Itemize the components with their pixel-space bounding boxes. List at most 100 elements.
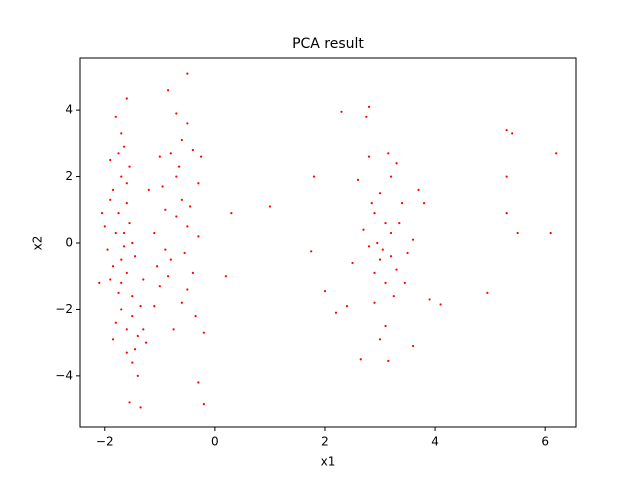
scatter-point [389,231,393,235]
scatter-point [164,208,167,211]
scatter-point [202,331,205,334]
scatter-point [111,188,115,191]
scatter-point [224,275,227,278]
y-tick-label: −2 [55,302,73,316]
scatter-point [373,271,376,274]
scatter-point [122,245,126,248]
scatter-point [120,132,123,135]
scatter-point [125,328,128,331]
scatter-point [100,212,104,215]
scatter-point [128,221,131,225]
scatter-point [180,138,183,142]
scatter-point [142,328,145,331]
scatter-point [505,175,508,178]
scatter-point [384,324,387,328]
scatter-point [188,205,192,208]
scatter-point [428,298,431,301]
scatter-point [131,295,134,298]
scatter-point [367,245,371,248]
scatter-point [398,221,401,225]
scatter-point [169,152,172,155]
scatter-point [200,155,203,158]
scatter-point [505,128,508,132]
scatter-point [133,255,137,258]
scatter-point [128,401,131,404]
scatter-point [128,165,131,168]
y-tick-label: −4 [55,368,73,382]
scatter-point [120,175,123,178]
scatter-point [516,231,519,235]
scatter-point [356,178,360,181]
scatter-point [389,175,393,178]
scatter-point [175,215,178,218]
scatter-point [197,381,200,384]
scatter-point [367,105,371,108]
scatter-point [175,112,178,115]
scatter-point [133,348,137,351]
scatter-point [114,115,117,118]
scatter-point [153,231,156,235]
scatter-point [191,148,194,152]
scatter-point [117,291,120,294]
scatter-point [109,278,112,281]
scatter-point [161,185,164,188]
y-tick-label: 2 [65,169,73,183]
scatter-point [359,358,362,361]
scatter-point [109,198,112,201]
scatter-point [378,258,382,261]
scatter-point [106,248,109,251]
scatter-point [180,198,183,201]
scatter-point [373,301,376,304]
scatter-point [268,205,272,208]
scatter-point [395,268,398,271]
scatter-point [120,281,123,284]
scatter-point [403,281,406,284]
x-axis-label: x1 [321,455,336,469]
scatter-point [120,308,123,311]
scatter-point [411,238,415,241]
scatter-point [125,351,128,354]
scatter-point [103,225,106,228]
scatter-point [411,344,415,348]
scatter-point [125,271,128,274]
scatter-point [439,303,442,306]
scatter-point [125,97,128,100]
x-tick-label: 0 [211,435,219,449]
scatter-point [392,295,395,298]
scatter-point [345,305,349,308]
scatter-point [139,305,142,308]
scatter-point [373,212,376,215]
plot-area [98,72,558,409]
scatter-point [194,314,197,318]
scatter-point [177,165,181,168]
scatter-point [125,182,128,185]
y-axis-label: x2 [31,236,45,251]
y-tick-label: 4 [65,103,73,117]
x-tick-label: −2 [96,435,114,449]
scatter-point [387,359,390,363]
scatter-point [417,188,420,191]
scatter-point [109,158,112,162]
scatter-point [395,162,398,165]
scatter-point [131,241,134,245]
scatter-point [147,188,150,191]
scatter-point [230,212,233,215]
scatter-point [117,152,120,155]
scatter-point [362,228,365,231]
scatter-point [387,152,390,155]
scatter-point [378,192,382,195]
scatter-point [191,271,194,274]
x-tick-label: 2 [321,435,329,449]
scatter-point [155,265,159,268]
scatter-point [555,152,558,155]
scatter-point [202,402,205,406]
scatter-point [351,261,354,265]
scatter-point [384,281,387,284]
scatter-point [186,288,189,291]
scatter-point [144,341,148,344]
scatter-point [370,202,373,205]
scatter-point [186,225,189,228]
scatter-point [197,235,200,238]
